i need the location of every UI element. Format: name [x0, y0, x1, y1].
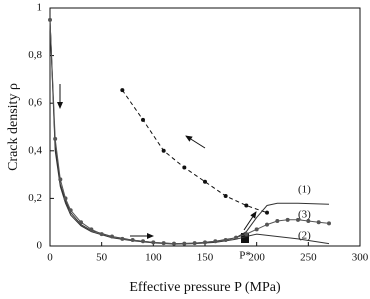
data-point: [161, 241, 166, 246]
data-point: [161, 148, 166, 153]
y-tick-label: 0,8: [28, 49, 42, 61]
data-point: [285, 217, 290, 222]
data-point: [265, 222, 269, 227]
series-label: (2): [298, 230, 311, 242]
series-label: (1): [298, 184, 311, 196]
y-tick-label: 0,6: [28, 97, 42, 109]
series-line: [49, 19, 330, 245]
data-point: [53, 136, 58, 141]
series-label: (3): [298, 209, 311, 221]
data-point: [213, 239, 218, 244]
x-tick-label: 0: [47, 252, 53, 264]
y-tick-label: 1: [37, 2, 43, 14]
y-tick-label: 0: [37, 240, 43, 252]
data-point: [203, 179, 207, 184]
data-point: [244, 232, 249, 237]
data-point: [296, 217, 300, 222]
data-point: [182, 165, 187, 170]
data-point: [151, 240, 156, 245]
plot-frame: [49, 7, 361, 247]
data-point: [58, 177, 63, 182]
data-point: [141, 239, 145, 244]
data-point: [141, 117, 145, 122]
arrow: [243, 211, 257, 231]
x-tick-label: 300: [352, 252, 369, 264]
data-point: [275, 219, 280, 224]
x-tick-label: 200: [248, 252, 265, 264]
data-point: [120, 88, 125, 93]
data-point: [244, 203, 249, 208]
data-point: [172, 241, 176, 246]
y-axis-title: Crack density ρ: [6, 83, 21, 171]
data-point: [48, 17, 52, 22]
data-point: [130, 238, 135, 243]
data-point: [89, 227, 94, 232]
x-tick-label: 100: [145, 252, 162, 264]
data-point: [79, 220, 83, 225]
data-point: [234, 235, 238, 240]
data-point: [63, 196, 68, 201]
x-tick-label: 150: [197, 252, 214, 264]
data-point: [316, 220, 321, 225]
data-point: [120, 236, 125, 241]
series-line: [121, 89, 268, 214]
data-point: [110, 234, 114, 239]
annotation: P*: [239, 250, 251, 262]
data-point: [182, 241, 187, 246]
data-point: [99, 232, 104, 237]
data-point: [203, 240, 207, 245]
data-point: [192, 241, 197, 246]
x-tick-label: 250: [300, 252, 317, 264]
data-point: [223, 238, 228, 243]
data-point: [254, 227, 259, 232]
arrow: [185, 135, 206, 149]
x-axis-title: Effective pressure P (MPa): [129, 280, 281, 295]
series-line: [49, 19, 330, 245]
data-point: [327, 221, 331, 226]
p-star-marker: [241, 233, 249, 243]
data-point: [265, 210, 269, 215]
y-tick-label: 0,4: [28, 144, 42, 156]
series-line: [49, 19, 330, 245]
data-point: [306, 219, 311, 224]
y-tick-label: 0,2: [28, 192, 42, 204]
x-tick-label: 50: [96, 252, 108, 264]
data-point: [223, 194, 228, 199]
data-point: [68, 208, 73, 213]
